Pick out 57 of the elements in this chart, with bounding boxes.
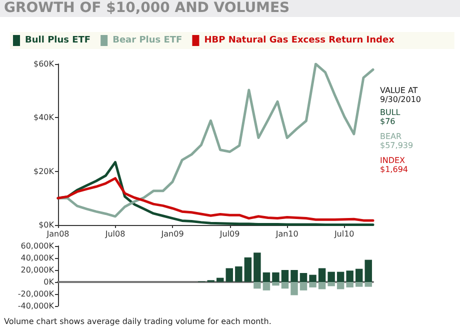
bar [318,282,326,290]
y-tick-label: $20K [33,166,55,176]
bar [235,266,242,282]
line-series [56,177,374,222]
bar [244,257,252,282]
bar [328,282,335,286]
bar [272,282,280,286]
bar [328,272,335,282]
legend-label: Bear Plus ETF [112,36,182,46]
x-tick-label: Jul10 [333,230,354,238]
bar [290,270,298,282]
y-tick-label: -40,000K [18,302,55,310]
bar [355,268,363,282]
bar [364,260,372,282]
y-tick-label: 40,000K [20,254,55,262]
legend-label: Bull Plus ETF [25,36,91,46]
text: INDEX $1,694 [380,156,408,174]
text: BULL $76 [380,108,401,126]
y-tick-label: 60,000K [20,242,55,250]
bar [254,282,261,289]
y-tick-label: $0K [38,220,55,230]
text: BEAR $57,939 [380,132,414,150]
x-tick-label: Jan10 [274,230,298,238]
y-tick-label: 0K [44,278,55,286]
x-tick-label: Jul08 [104,230,126,238]
y-tick-label: 20,000K [20,266,55,274]
bar [346,270,354,282]
bar [272,272,280,282]
bar [309,282,316,288]
bar [300,273,308,282]
text: VALUE AT 9/30/2010 [380,86,422,104]
bar [281,270,289,282]
bar [309,274,316,282]
bar [318,268,326,282]
y-tick-label: $40K [33,113,55,122]
bar [355,282,363,287]
bar [290,282,298,296]
x-tick-label: Jan08 [46,230,70,238]
chart-title: GROWTH OF $10,000 AND VOLUMES [0,0,460,17]
bar [216,278,224,282]
text: Volume chart shows average daily trading volume for each month. [4,317,272,326]
bar [300,282,308,290]
bar [226,268,234,282]
line-series [56,62,374,218]
bar [281,282,289,289]
bar [262,282,270,290]
legend-label: HBP Natural Gas Excess Return Index [204,36,395,46]
bar [336,282,344,290]
bar [346,282,354,288]
x-tick-label: Jan09 [160,230,184,238]
bar [364,282,372,287]
bar [262,272,270,282]
bar [336,272,344,282]
bar [254,252,261,282]
x-tick-label: Jul09 [218,230,240,238]
y-tick-label: -20,000K [18,290,55,298]
y-tick-label: $60K [33,60,55,68]
